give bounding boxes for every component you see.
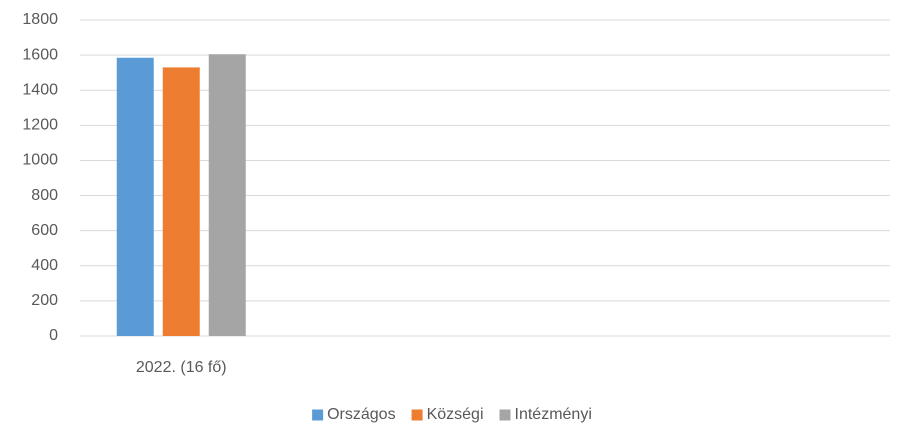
y-tick-label: 1000 <box>22 152 58 169</box>
y-tick-label: 1600 <box>22 46 58 63</box>
legend-swatch <box>312 409 324 421</box>
bar <box>162 67 200 337</box>
legend-swatch <box>411 409 423 421</box>
legend-label: Községi <box>427 406 484 423</box>
bar <box>208 54 246 336</box>
y-tick-label: 0 <box>49 327 58 344</box>
legend-label: Intézményi <box>515 406 592 423</box>
y-tick-label: 600 <box>31 222 58 239</box>
x-tick-label: 2022. (16 fő) <box>136 359 227 376</box>
bar <box>116 57 154 336</box>
legend-swatch <box>499 409 511 421</box>
legend-label: Országos <box>327 406 395 423</box>
y-tick-label: 1800 <box>22 11 58 28</box>
y-tick-label: 1400 <box>22 81 58 98</box>
y-tick-label: 200 <box>31 292 58 309</box>
y-tick-label: 400 <box>31 257 58 274</box>
y-tick-label: 1200 <box>22 117 58 134</box>
y-tick-label: 800 <box>31 187 58 204</box>
